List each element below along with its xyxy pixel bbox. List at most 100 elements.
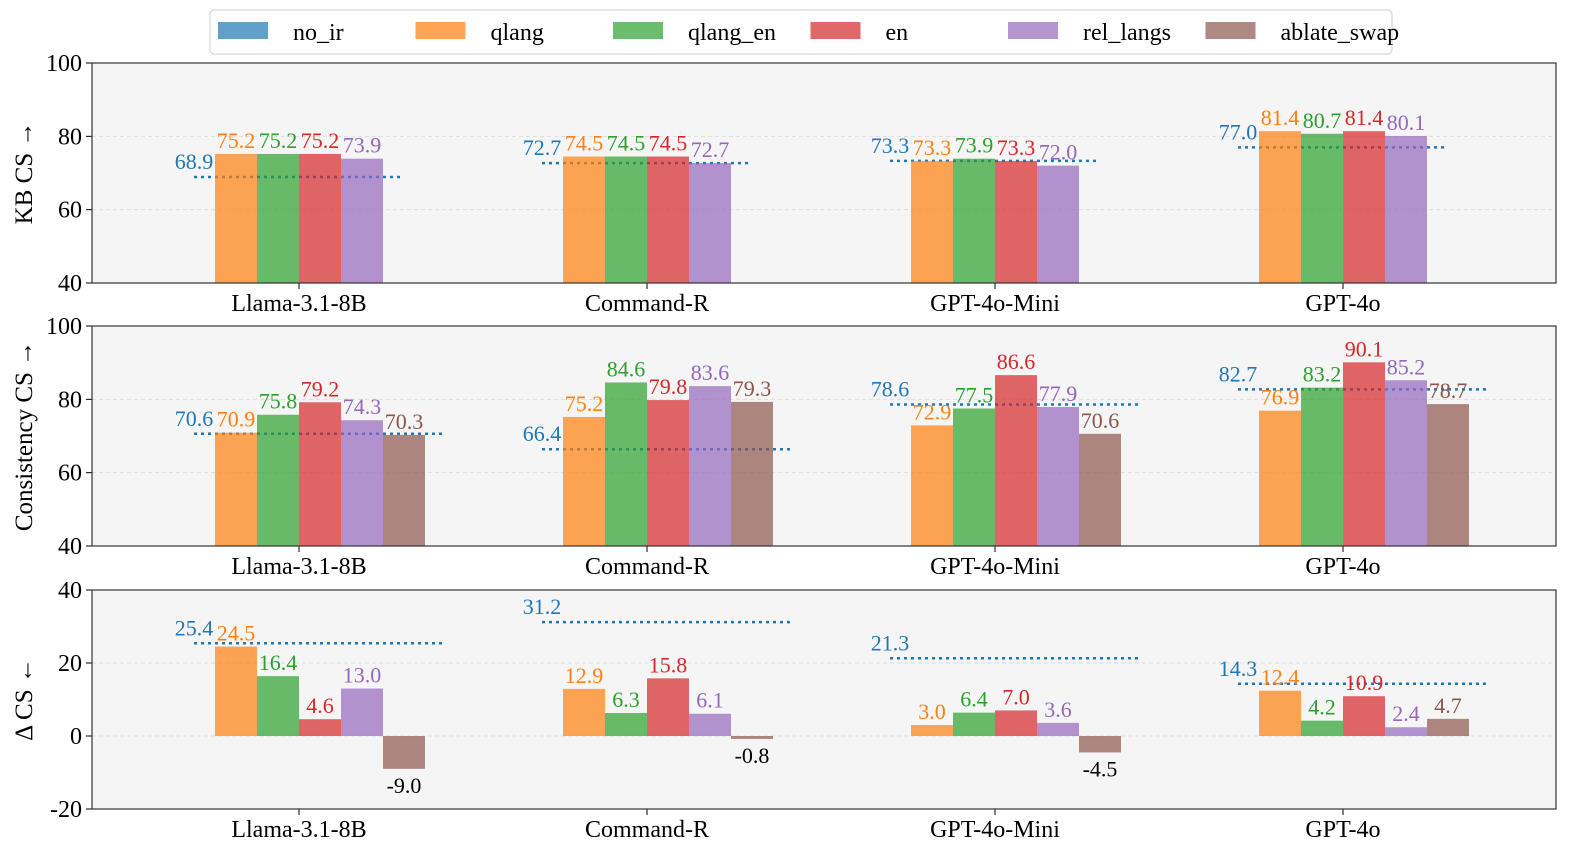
data-label-ablate_swap: -0.8 [735,743,770,768]
bar-rel_langs [1385,727,1427,736]
bar-qlang [1259,131,1301,283]
data-label-no_ir: 78.6 [871,376,910,401]
bar-qlang_en [953,158,995,283]
y-tick-label: 80 [58,387,82,413]
x-tick-label: GPT-4o-Mini [930,291,1060,317]
bar-ablate_swap [731,736,773,739]
data-label-qlang_en: 83.2 [1303,362,1342,387]
bar-ablate_swap [1079,433,1121,546]
bar-qlang_en [605,382,647,546]
legend-swatch-qlang [415,22,466,39]
data-label-qlang: 12.9 [565,663,604,688]
bar-qlang_en [605,713,647,736]
data-label-rel_langs: 83.6 [691,360,730,385]
bar-qlang_en [953,712,995,736]
data-label-rel_langs: 13.0 [343,663,382,688]
x-tick-label: Command-R [585,291,709,317]
bar-qlang_en [605,156,647,283]
data-label-no_ir: 31.2 [523,594,562,619]
data-label-en: 10.9 [1345,670,1384,695]
bar-rel_langs [689,163,731,283]
data-label-en: 75.2 [301,128,340,153]
bar-ablate_swap [1079,736,1121,753]
data-label-qlang: 24.5 [217,621,256,646]
data-label-qlang_en: 4.2 [1308,695,1336,720]
bar-rel_langs [1037,165,1079,283]
data-label-no_ir: 25.4 [175,615,214,640]
data-label-no_ir: 72.7 [523,135,562,160]
bar-en [299,402,341,546]
data-label-ablate_swap: 79.3 [733,376,772,401]
bar-qlang [1259,690,1301,736]
data-label-qlang: 70.9 [217,407,256,432]
data-label-ablate_swap: -4.5 [1083,756,1118,781]
bar-en [1343,131,1385,283]
legend-label-qlang_en: qlang_en [688,20,776,46]
data-label-rel_langs: 85.2 [1387,354,1426,379]
y-tick-label: 40 [58,534,82,560]
bar-en [995,710,1037,736]
data-label-no_ir: 66.4 [523,421,562,446]
legend-swatch-en [810,22,861,39]
data-label-en: 15.8 [649,652,688,677]
bar-qlang [911,725,953,736]
bar-qlang_en [257,414,299,546]
data-label-qlang: 75.2 [217,128,256,153]
data-label-rel_langs: 3.6 [1044,697,1072,722]
y-tick-label: 0 [70,724,82,750]
bar-qlang [563,156,605,283]
x-tick-label: Command-R [585,554,709,580]
x-tick-label: GPT-4o [1305,554,1380,580]
panel-frame [91,589,1557,810]
data-label-qlang: 76.9 [1261,385,1300,410]
bar-rel_langs [341,420,383,546]
data-label-qlang_en: 6.4 [960,687,988,712]
data-label-rel_langs: 6.1 [696,688,724,713]
data-label-rel_langs: 72.7 [691,137,730,162]
y-axis-label: Δ CS ← [11,658,38,741]
data-label-qlang: 72.9 [913,399,952,424]
bar-qlang_en [257,153,299,283]
y-tick-label: 100 [46,314,82,340]
bar-qlang_en [257,676,299,736]
data-label-qlang_en: 77.5 [955,383,994,408]
data-label-rel_langs: 74.3 [343,394,382,419]
bar-en [995,375,1037,546]
bar-rel_langs [341,688,383,736]
data-label-ablate_swap: 70.6 [1081,408,1120,433]
bar-ablate_swap [383,736,425,769]
data-label-qlang_en: 16.4 [259,650,298,675]
data-label-en: 4.6 [306,693,334,718]
y-tick-label: 80 [58,124,82,150]
legend-swatch-no_ir [218,22,268,39]
data-label-qlang_en: 6.3 [612,687,640,712]
bar-qlang [215,646,257,736]
data-label-rel_langs: 77.9 [1039,381,1078,406]
data-label-en: 7.0 [1002,684,1030,709]
data-label-qlang_en: 73.9 [955,133,994,158]
legend-box [209,9,1393,55]
x-tick-label: Llama-3.1-8B [231,554,366,580]
data-label-ablate_swap: 78.7 [1429,378,1468,403]
data-label-ablate_swap: 70.3 [385,409,424,434]
data-label-qlang_en: 75.2 [259,128,298,153]
legend-label-qlang: qlang [491,20,544,46]
panel-background [92,590,1556,809]
data-label-qlang_en: 75.8 [259,389,298,414]
bar-en [299,153,341,283]
data-label-no_ir: 70.6 [175,406,214,431]
y-tick-label: 40 [58,578,82,604]
x-tick-label: GPT-4o [1305,817,1380,843]
bar-qlang_en [1301,133,1343,283]
data-label-qlang: 81.4 [1261,105,1300,130]
bar-qlang [563,416,605,546]
bar-qlang [1259,410,1301,546]
legend-label-rel_langs: rel_langs [1083,20,1171,46]
bar-qlang [215,153,257,283]
panel-frame [91,62,1557,284]
data-label-qlang: 74.5 [565,131,604,156]
bar-ablate_swap [1427,404,1469,546]
data-label-en: 81.4 [1345,105,1384,130]
bar-en [1343,362,1385,546]
bar-qlang_en [953,408,995,546]
